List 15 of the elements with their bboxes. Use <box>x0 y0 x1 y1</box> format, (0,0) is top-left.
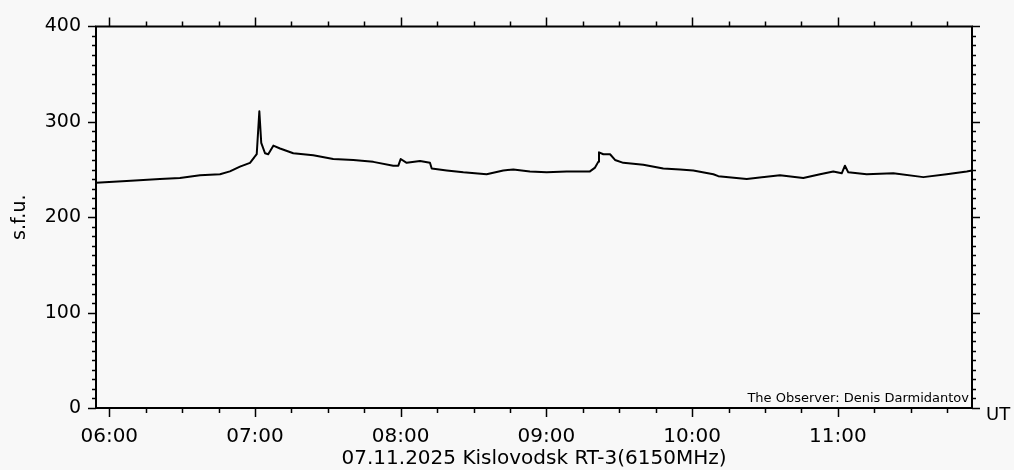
y-tick-label: 200 <box>44 204 81 227</box>
x-tick-label: 06:00 <box>80 423 139 448</box>
y-axis-title: s.f.u. <box>6 194 29 240</box>
x-tick-label: 09:00 <box>517 423 576 448</box>
y-tick-label: 100 <box>44 299 81 322</box>
text: 07.11.2025 Kislovodsk RT-3(6150MHz) <box>341 445 727 470</box>
x-axis-title: UT <box>986 402 1012 424</box>
y-tick-label: 300 <box>44 108 81 131</box>
x-tick-label: 07:00 <box>226 423 284 448</box>
x-tick-label: 08:00 <box>371 423 430 448</box>
x-tick-label: 11:00 <box>808 423 867 448</box>
annotation: The Observer: Denis Darmidantov <box>746 389 970 405</box>
x-tick-label: 10:00 <box>663 423 721 448</box>
y-tick-label: 0 <box>68 394 81 417</box>
y-tick-label: 400 <box>44 13 81 36</box>
